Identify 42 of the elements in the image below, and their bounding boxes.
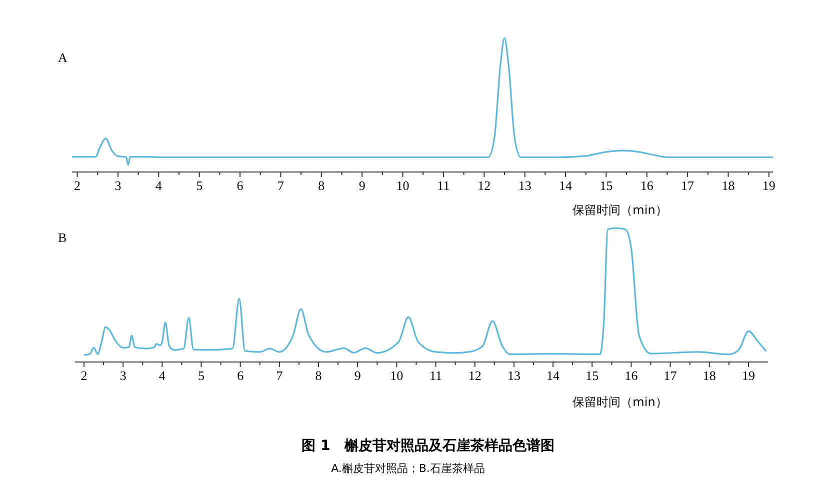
chart-title: B xyxy=(58,230,67,245)
x-tick-label: 5 xyxy=(198,368,204,383)
x-tick-label: 8 xyxy=(315,368,322,383)
x-tick-label: 3 xyxy=(114,178,122,193)
x-tick-label: 2 xyxy=(80,368,88,383)
x-tick-label: 4 xyxy=(158,368,166,383)
x-tick-label: 6 xyxy=(237,368,244,383)
text: A.槲皮苷对照品；B.石崖茶样品 xyxy=(331,462,485,475)
x-tick-label: 7 xyxy=(277,178,284,193)
x-tick-label: 10 xyxy=(390,368,404,383)
x-tick-label: 17 xyxy=(681,178,695,193)
x-tick-label: 19 xyxy=(742,368,755,383)
x-tick-label: 15 xyxy=(586,368,599,383)
x-tick-label: 11 xyxy=(437,178,450,193)
x-tick-label: 9 xyxy=(354,368,361,383)
x-tick-label: 19 xyxy=(762,178,776,193)
x-tick-label: 13 xyxy=(518,178,532,193)
x-tick-label: 2 xyxy=(74,178,81,193)
x-tick-label: 14 xyxy=(546,368,560,383)
x-tick-label: 18 xyxy=(702,368,716,383)
x-tick-label: 16 xyxy=(640,178,654,193)
x-tick-label: 4 xyxy=(155,178,162,193)
x-tick-label: 17 xyxy=(664,368,678,383)
x-tick-label: 14 xyxy=(559,178,573,193)
x-tick-label: 3 xyxy=(120,368,126,383)
x-tick-label: 13 xyxy=(507,368,520,383)
x-tick-label: 8 xyxy=(318,178,325,193)
text: A xyxy=(58,50,68,65)
x-tick-label: 12 xyxy=(478,178,491,193)
caption: 图 1 槲皮苷对照品及石崖茶样品色谱图 xyxy=(302,437,554,454)
x-tick-label: 10 xyxy=(396,178,410,193)
x-tick-label: 11 xyxy=(430,368,442,383)
x-tick-label: 7 xyxy=(276,368,284,383)
x-tick-label: 5 xyxy=(196,178,203,193)
x-axis-title: 保留时间（min） xyxy=(572,395,668,409)
x-tick-label: 18 xyxy=(722,178,735,193)
x-tick-label: 15 xyxy=(600,178,613,193)
x-tick-label: 9 xyxy=(358,178,366,193)
x-tick-label: 16 xyxy=(624,368,638,383)
x-tick-label: 12 xyxy=(468,368,482,383)
x-tick-label: 6 xyxy=(236,178,244,193)
x-axis-title: 保留时间（min） xyxy=(572,203,668,217)
